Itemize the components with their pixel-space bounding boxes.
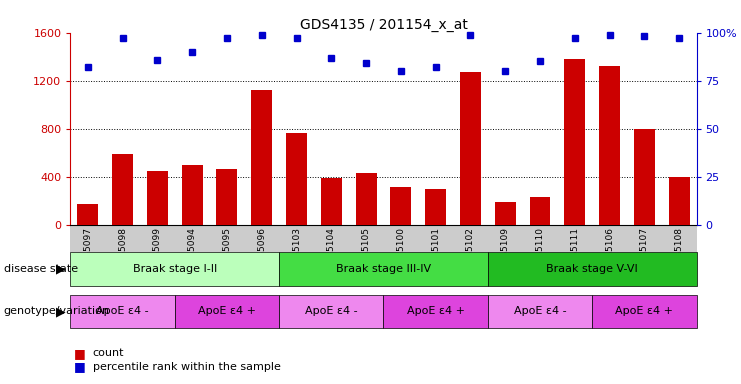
- Text: genotype/variation: genotype/variation: [4, 306, 110, 316]
- Text: ■: ■: [74, 347, 86, 360]
- Text: Braak stage I-II: Braak stage I-II: [133, 264, 217, 274]
- Bar: [495, 202, 516, 225]
- Bar: [356, 173, 376, 225]
- Bar: [216, 169, 237, 225]
- Bar: [425, 189, 446, 225]
- Text: ApoE ε4 +: ApoE ε4 +: [615, 306, 674, 316]
- Bar: [391, 187, 411, 225]
- Text: ApoE ε4 -: ApoE ε4 -: [305, 306, 358, 316]
- Text: percentile rank within the sample: percentile rank within the sample: [93, 362, 281, 372]
- Bar: [565, 59, 585, 225]
- Bar: [321, 178, 342, 225]
- Text: ■: ■: [74, 360, 86, 373]
- Text: count: count: [93, 348, 124, 358]
- Bar: [634, 129, 655, 225]
- Title: GDS4135 / 201154_x_at: GDS4135 / 201154_x_at: [299, 18, 468, 31]
- Text: ApoE ε4 +: ApoE ε4 +: [198, 306, 256, 316]
- Bar: [77, 204, 99, 225]
- Text: ApoE ε4 +: ApoE ε4 +: [407, 306, 465, 316]
- Text: disease state: disease state: [4, 264, 78, 274]
- Text: ApoE ε4 -: ApoE ε4 -: [96, 306, 149, 316]
- Text: Braak stage V-VI: Braak stage V-VI: [546, 264, 638, 274]
- Text: ApoE ε4 -: ApoE ε4 -: [514, 306, 566, 316]
- Bar: [251, 90, 272, 225]
- Text: ▶: ▶: [56, 305, 65, 318]
- Bar: [599, 66, 620, 225]
- Bar: [286, 134, 307, 225]
- Text: ▶: ▶: [56, 263, 65, 276]
- Bar: [112, 154, 133, 225]
- Bar: [147, 170, 167, 225]
- Bar: [530, 197, 551, 225]
- Bar: [182, 165, 202, 225]
- Bar: [460, 72, 481, 225]
- Text: Braak stage III-IV: Braak stage III-IV: [336, 264, 431, 274]
- Bar: [668, 177, 690, 225]
